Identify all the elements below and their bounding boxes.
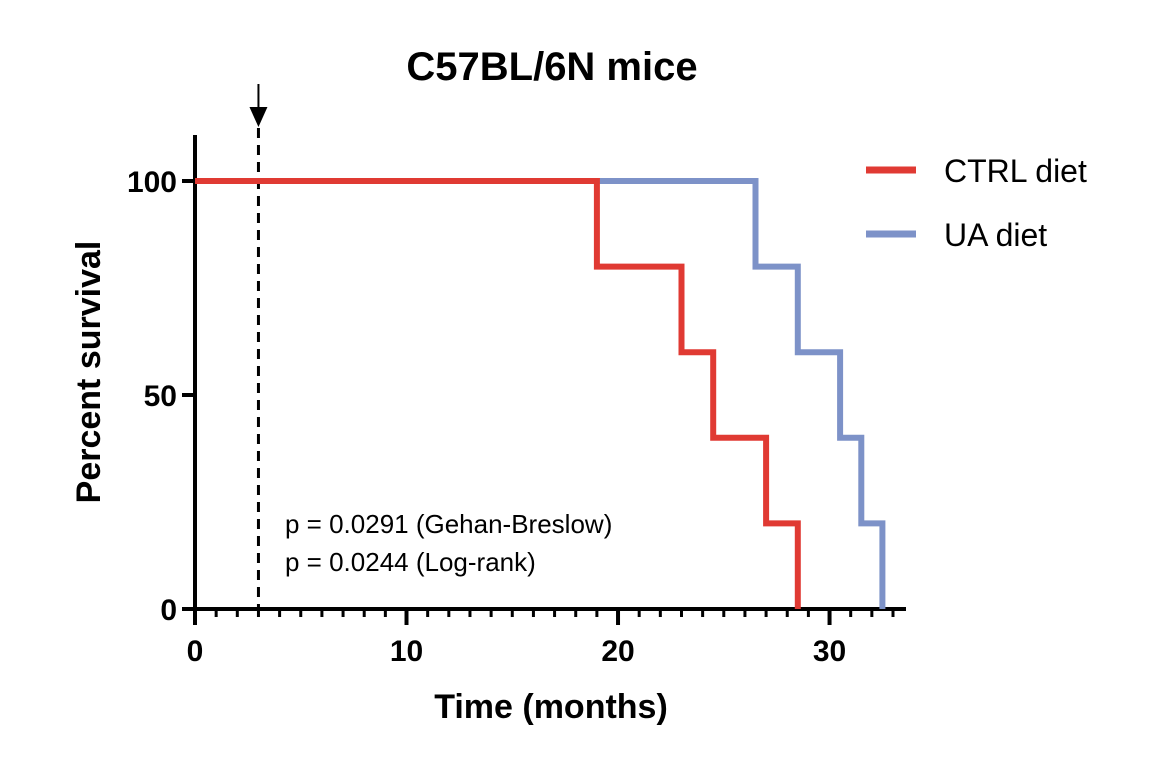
p-value-log-rank: p = 0.0244 (Log-rank): [285, 547, 536, 577]
p-value-gehan-breslow: p = 0.0291 (Gehan-Breslow): [285, 509, 612, 539]
series-line-ctrl-diet: [195, 178, 801, 609]
chart-title: C57BL/6N mice: [406, 45, 697, 89]
x-tick-label-0: 0: [187, 635, 204, 668]
y-tick-label-0: 0: [160, 594, 177, 627]
legend: CTRL diet UA diet: [866, 153, 1087, 253]
y-axis-label: Percent survival: [70, 241, 108, 504]
y-tick-label-100: 100: [127, 166, 177, 199]
plot-area: 0 50 100 0 10 20 30: [127, 84, 906, 668]
marker-arrow-head: [249, 107, 268, 127]
x-axis-label: Time (months): [434, 688, 668, 726]
legend-label-ctrl: CTRL diet: [944, 153, 1087, 189]
x-tick-label-10: 10: [390, 635, 423, 668]
legend-label-ua: UA diet: [944, 217, 1047, 253]
x-tick-label-30: 30: [813, 635, 846, 668]
x-tick-label-20: 20: [601, 635, 634, 668]
series-line-ua-diet: [195, 178, 886, 609]
y-tick-label-50: 50: [144, 380, 177, 413]
